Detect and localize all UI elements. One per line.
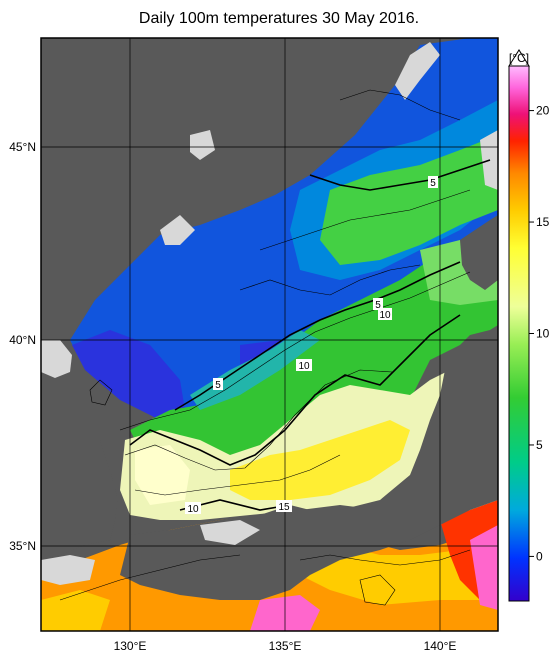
hokkaido-land	[460, 215, 498, 290]
colorbar-gradient	[508, 65, 530, 602]
contour-label: 10	[298, 361, 310, 372]
lon-label: 130°E	[114, 639, 147, 653]
colorbar-unit: [°C]	[509, 51, 529, 65]
map-field	[41, 38, 498, 631]
no-data-patch	[41, 340, 72, 378]
colorbar-tick-label: 20	[536, 104, 550, 118]
sea-green	[130, 230, 498, 470]
map-frame	[40, 37, 499, 632]
colorbar: [°C] 0 5 10 15 20	[508, 49, 550, 602]
contour-label: 10	[187, 504, 199, 515]
colorbar-tick-label: 0	[536, 549, 543, 563]
contour-label: 15	[278, 502, 290, 513]
map-title: Daily 100m temperatures 30 May 2016.	[138, 10, 420, 27]
korea-land	[41, 355, 118, 560]
contour-label: 10	[379, 310, 391, 321]
contour-label: 5	[375, 300, 381, 311]
lat-label: 35°N	[9, 539, 36, 553]
contour-label: 5	[430, 178, 436, 189]
contour-label: 5	[215, 380, 221, 391]
colorbar-tick-label: 15	[536, 215, 550, 229]
lat-label: 40°N	[9, 333, 36, 347]
colorbar-top-arrow	[508, 49, 530, 67]
colorbar-tick-label: 10	[536, 327, 550, 341]
contour-label-group: 5 5 10 10 5 10 15	[185, 176, 438, 515]
graticule	[41, 38, 498, 631]
colorbar-tick-label: 5	[536, 438, 543, 452]
sea-deepblue	[72, 330, 185, 420]
lon-label: 140°E	[424, 639, 457, 653]
lon-label: 135°E	[269, 639, 302, 653]
lat-label: 45°N	[9, 140, 36, 154]
